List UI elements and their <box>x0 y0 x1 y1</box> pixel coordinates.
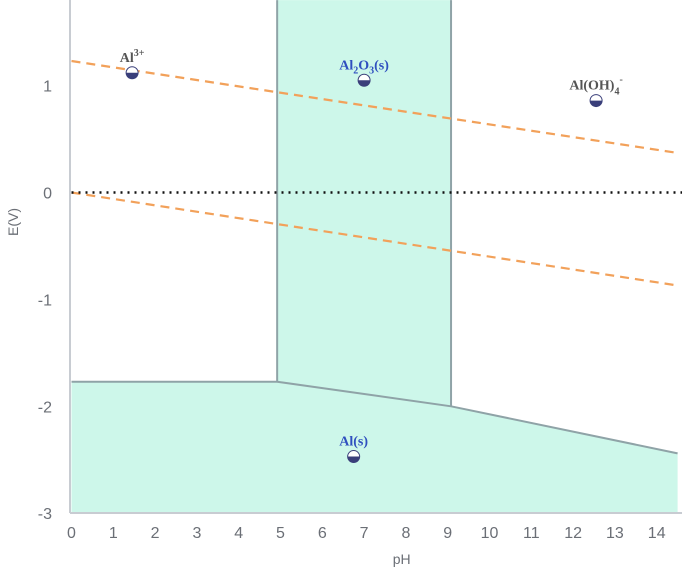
y-tick-label: 0 <box>43 186 52 203</box>
y-tick-label: 1 <box>43 79 52 96</box>
species-al-s: Al(s) <box>339 435 368 464</box>
phase-boundaries <box>71 0 678 455</box>
species-al-oh-4: Al(OH)4- <box>569 75 623 108</box>
species-marker-ring <box>589 94 603 108</box>
x-tick-label: 2 <box>151 525 160 542</box>
axes <box>69 0 682 514</box>
region-al2o3-s <box>277 0 452 407</box>
x-tick-label: 9 <box>443 525 452 542</box>
species-label: Al(OH)4- <box>569 75 622 98</box>
water-stability-lines <box>71 59 678 287</box>
species-marker-ring <box>357 73 371 87</box>
x-tick-label: 13 <box>606 525 624 542</box>
y-tick-label: -3 <box>38 506 52 523</box>
x-tick-label: 6 <box>318 525 327 542</box>
species-label: Al(s) <box>339 435 368 450</box>
x-tick-label: 10 <box>481 525 499 542</box>
species-al3: Al3+ <box>120 48 145 80</box>
water-line-1 <box>71 59 678 155</box>
y-tick-label: -2 <box>38 399 52 416</box>
phase-regions <box>71 0 678 514</box>
y-axis-ticks: 1 0 -1 -2 -3 <box>38 79 52 524</box>
species-marker-top <box>126 66 139 73</box>
water-line-2 <box>71 191 678 287</box>
x-tick-label: 12 <box>564 525 582 542</box>
x-axis-ticks: 0 1 2 3 4 5 6 7 8 9 10 11 12 13 14 <box>67 525 666 542</box>
x-tick-label: 1 <box>109 525 118 542</box>
x-axis-title: pH <box>393 551 411 567</box>
species-label: Al2O3(s) <box>339 58 389 76</box>
species-marker-top <box>347 450 360 457</box>
species-marker-ring <box>347 450 361 464</box>
species-marker-top <box>590 94 603 101</box>
x-tick-label: 14 <box>648 525 666 542</box>
species-label: Al3+ <box>120 48 145 66</box>
boundary-metal <box>71 380 678 455</box>
x-tick-label: 0 <box>67 525 76 542</box>
x-tick-label: 11 <box>523 525 540 542</box>
y-tick-label: -1 <box>38 292 52 309</box>
species-marker-ring <box>125 66 139 80</box>
x-tick-label: 7 <box>360 525 369 542</box>
y-axis-title: E(V) <box>5 208 21 236</box>
species-marker-top <box>358 74 371 81</box>
species-al2o3-s: Al2O3(s) <box>339 58 389 87</box>
x-tick-label: 5 <box>276 525 285 542</box>
species-markers: Al3+ Al2O3(s) Al(OH)4- Al(s) <box>120 48 623 464</box>
x-tick-label: 8 <box>401 525 410 542</box>
x-tick-label: 3 <box>192 525 201 542</box>
region-al-s <box>71 381 678 514</box>
x-tick-label: 4 <box>234 525 243 542</box>
